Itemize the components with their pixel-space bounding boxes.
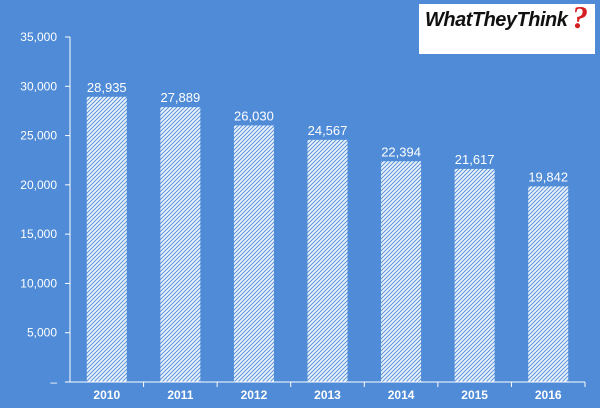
y-tick-label: 25,000 <box>20 129 57 143</box>
bar-2010 <box>86 96 127 382</box>
whattheythink-logo: WhatTheyThink ? <box>419 0 595 54</box>
bar-2016 <box>528 186 569 382</box>
bar-2014 <box>381 161 422 382</box>
y-tick-label: – <box>50 375 57 389</box>
bar-2012 <box>233 125 274 382</box>
y-tick-label: 10,000 <box>20 276 57 290</box>
x-tick-label: 2011 <box>167 388 193 402</box>
y-tick-label: 35,000 <box>20 30 57 44</box>
bar-value-label: 22,394 <box>381 144 421 159</box>
bar-2013 <box>307 139 348 382</box>
bar-2011 <box>160 107 201 382</box>
bar-value-label: 19,842 <box>528 169 568 184</box>
y-tick-label: 30,000 <box>20 79 57 93</box>
logo-wordmark: WhatTheyThink <box>425 9 568 31</box>
x-tick-label: 2013 <box>314 388 341 402</box>
bar-value-label: 26,030 <box>234 108 274 123</box>
x-tick-label: 2012 <box>241 388 268 402</box>
x-tick-label: 2010 <box>93 388 120 402</box>
y-tick-label: 5,000 <box>27 326 57 340</box>
y-tick-label: 20,000 <box>20 178 57 192</box>
copyright-notice: ©2019 <box>493 37 526 49</box>
y-tick-label: 15,000 <box>20 227 57 241</box>
bar-value-label: 27,889 <box>160 90 200 105</box>
bar-2015 <box>454 168 495 382</box>
bar-value-label: 28,935 <box>87 80 127 95</box>
x-tick-label: 2015 <box>461 388 488 402</box>
bar-value-label: 21,617 <box>455 152 495 167</box>
bar-value-label: 24,567 <box>308 123 348 138</box>
logo-question-mark: ? <box>572 0 588 35</box>
x-tick-label: 2014 <box>388 388 415 402</box>
x-tick-label: 2016 <box>535 388 562 402</box>
